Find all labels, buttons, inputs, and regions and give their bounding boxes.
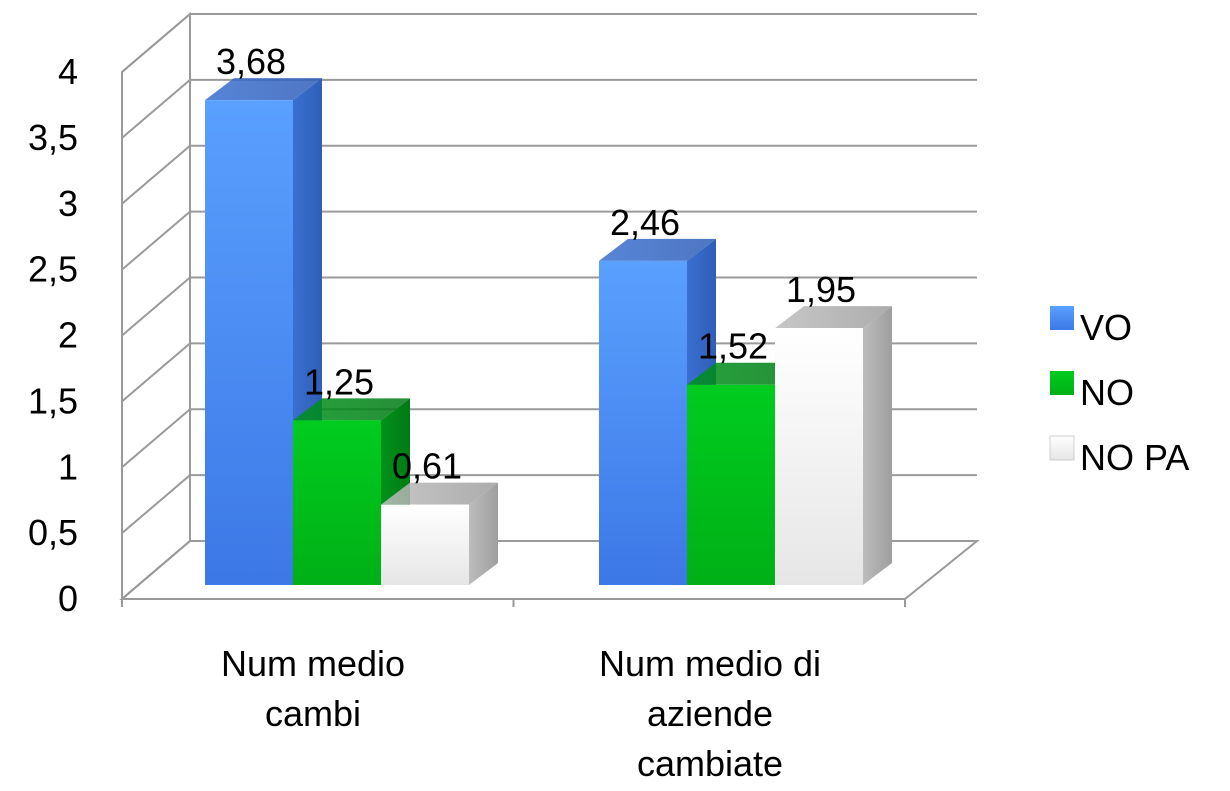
gridline-side-1 [121, 474, 191, 534]
gridline-side-5 [121, 210, 191, 271]
data-label: 1,52 [698, 326, 768, 367]
legend-item-vo: VO [1050, 306, 1132, 348]
gridline-side-3 [121, 342, 191, 403]
legend: VO NO NO PA [1049, 306, 1189, 478]
category-label: Num medio di [599, 643, 821, 684]
bar-top [381, 482, 498, 505]
legend-item-no: NO [1050, 371, 1134, 413]
gridline-side-7 [121, 79, 191, 139]
bar-side [469, 482, 498, 585]
y-tick-label: 4 [58, 51, 78, 92]
x-axis [121, 598, 906, 607]
y-tick-label: 0 [58, 578, 78, 619]
data-labels: 3,68 1,25 0,61 2,46 1,52 1,95 [216, 41, 856, 486]
bar-front [381, 504, 469, 585]
y-tick-label: 2 [58, 315, 78, 356]
bar-no-pa-0 [381, 482, 498, 585]
bar-front [205, 100, 293, 585]
bar-top [293, 398, 410, 421]
legend-swatch [1050, 306, 1074, 330]
category-label: aziende [647, 693, 773, 734]
gridline-side-8 [121, 13, 191, 73]
y-tick-label: 2,5 [28, 249, 78, 290]
bar-front [293, 420, 381, 585]
legend-label: NO [1080, 372, 1134, 413]
legend-swatch [1049, 435, 1075, 461]
bar-top [775, 306, 892, 329]
bar-front [687, 384, 775, 585]
legend-item-no-pa: NO PA [1049, 435, 1189, 478]
y-tick-label: 3,5 [28, 117, 78, 158]
legend-swatch [1050, 371, 1074, 395]
bar-top [599, 238, 716, 261]
data-label: 1,25 [304, 361, 374, 402]
category-label: cambi [265, 693, 361, 734]
data-label: 0,61 [392, 446, 462, 487]
legend-label: VO [1080, 307, 1132, 348]
data-label: 3,68 [216, 41, 286, 82]
gridline-side-4 [121, 276, 191, 337]
bar-top [687, 362, 804, 385]
data-label: 2,46 [610, 202, 680, 243]
y-tick-label: 0,5 [28, 512, 78, 553]
legend-label: NO PA [1080, 437, 1189, 478]
y-axis-tick-labels: 0 0,5 1 1,5 2 2,5 3 3,5 4 [28, 51, 78, 619]
bar-top [205, 78, 322, 101]
gridline-side-2 [121, 408, 191, 469]
bar-side [863, 306, 892, 585]
category-label: Num medio [221, 643, 405, 684]
bar-front [599, 260, 687, 585]
bars [205, 78, 892, 585]
y-tick-label: 3 [58, 183, 78, 224]
gridline-side-0 [121, 540, 191, 600]
bar-vo-0 [205, 78, 322, 585]
gridline-side-6 [121, 144, 191, 205]
bar-no-pa-1 [775, 306, 892, 585]
category-labels: Num medio cambi Num medio di aziende cambiat… [221, 643, 821, 784]
y-tick-label: 1 [58, 446, 78, 487]
y-tick-label: 1,5 [28, 380, 78, 421]
bar-front [775, 328, 863, 585]
category-label: cambiate [637, 743, 783, 784]
data-label: 1,95 [786, 269, 856, 310]
